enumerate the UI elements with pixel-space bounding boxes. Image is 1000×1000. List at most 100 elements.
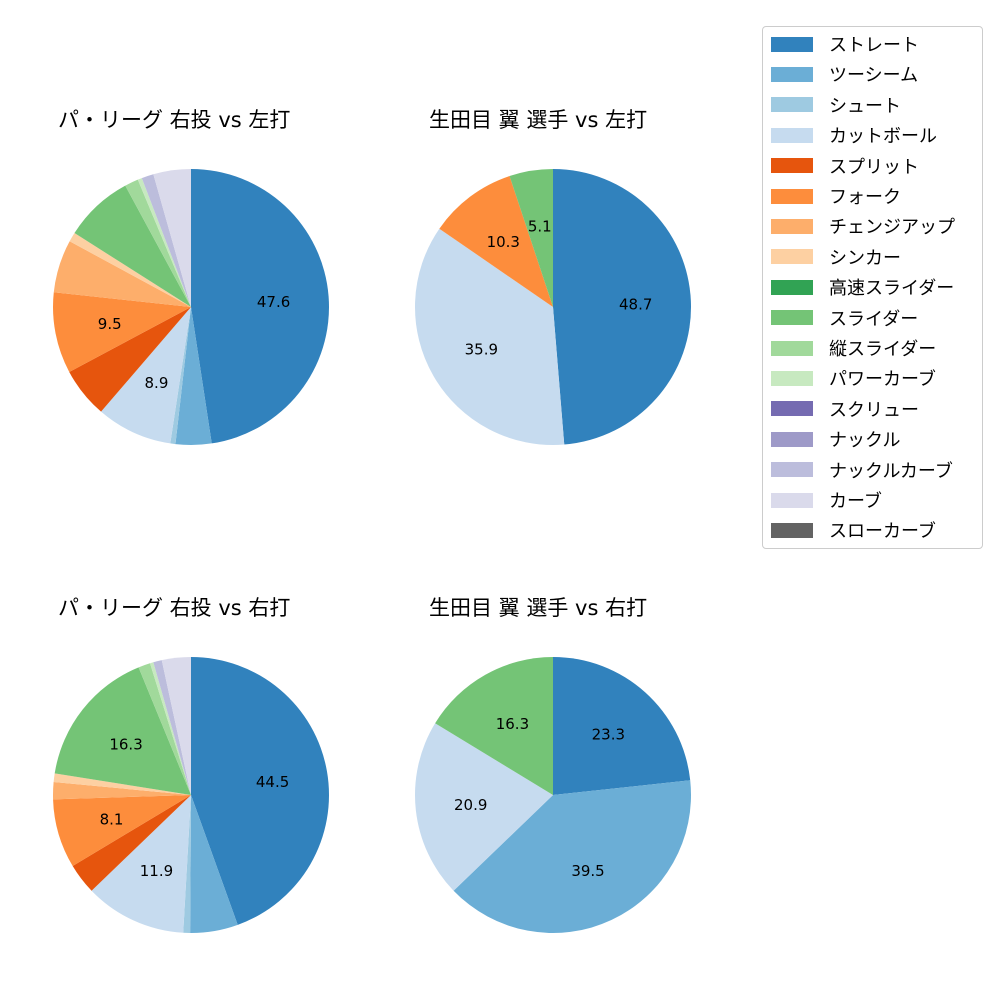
legend-label: ナックル <box>829 430 901 452</box>
pie-slice <box>191 169 329 444</box>
legend-label: シュート <box>829 95 901 117</box>
legend-item: カーブ <box>771 490 882 512</box>
legend-item: ストレート <box>771 34 919 56</box>
slice-value-label: 5.1 <box>528 217 552 235</box>
legend-swatch <box>771 279 813 295</box>
legend-label: 縦スライダー <box>829 339 937 360</box>
legend-item: スライダー <box>771 308 919 330</box>
legend-item: パワーカーブ <box>771 368 936 391</box>
legend-item: カットボール <box>771 125 937 148</box>
slice-value-label: 48.7 <box>619 296 652 314</box>
legend-label: スプリット <box>829 156 919 178</box>
pie-slice <box>415 228 565 445</box>
legend-item: スプリット <box>771 156 919 178</box>
legend-swatch <box>771 310 813 326</box>
pie-slice <box>439 176 553 307</box>
pie-slice <box>137 178 191 307</box>
chart-title-player-vs-left: 生田目 翼 選手 vs 左打 <box>429 108 648 132</box>
pie-slice <box>141 174 191 307</box>
legend-swatch <box>771 218 813 234</box>
legend-label: シンカー <box>829 247 901 269</box>
legend-label: スライダー <box>829 308 919 330</box>
legend-swatch <box>771 97 813 113</box>
pie-slice <box>53 782 192 800</box>
slice-value-label: 47.6 <box>257 293 290 311</box>
slice-value-label: 16.3 <box>496 715 529 733</box>
legend-item: ナックル <box>771 429 901 452</box>
legend-label: カーブ <box>829 491 882 512</box>
pie-slice <box>553 169 692 445</box>
pie-slice <box>153 660 191 795</box>
legend-swatch <box>771 401 813 417</box>
pie-slice <box>69 233 191 307</box>
legend-item: シンカー <box>771 247 901 269</box>
pie-slice <box>52 292 191 372</box>
legend-label: パワーカーブ <box>829 369 936 391</box>
pie-slice <box>453 780 691 934</box>
slice-value-label: 8.9 <box>145 374 169 392</box>
pie-slice <box>175 307 212 445</box>
pie-slice <box>414 723 553 891</box>
legend-swatch <box>771 188 813 204</box>
chart-title-league-vs-right: パ・リーグ 右投 vs 右打 <box>58 596 291 620</box>
slice-value-label: 44.5 <box>256 773 289 791</box>
legend-swatch <box>771 340 813 356</box>
pie-slice <box>183 795 191 933</box>
legend-label: 高速スライダー <box>829 278 955 300</box>
chart-title-player-vs-right: 生田目 翼 選手 vs 右打 <box>429 596 648 620</box>
legend-swatch <box>771 66 813 82</box>
legend: ストレートツーシームシュートカットボール スプリットフォークチェンジアップ シンカー… <box>762 26 983 549</box>
legend-item: フォーク <box>771 186 901 208</box>
slice-value-label: 35.9 <box>465 340 498 358</box>
pie-slice <box>170 307 191 445</box>
slice-value-label: 20.9 <box>454 796 487 814</box>
legend-swatch <box>771 127 813 143</box>
pie-slice <box>191 657 330 925</box>
pie-slice <box>553 657 691 795</box>
legend-item: ツーシーム <box>771 64 918 86</box>
legend-swatch <box>771 522 813 538</box>
legend-label: スクリュー <box>829 399 919 421</box>
legend-swatch <box>771 462 813 478</box>
legend-item: スクリュー <box>771 399 919 421</box>
legend-label: スローカーブ <box>829 521 936 543</box>
legend-label: カットボール <box>829 126 937 148</box>
slice-value-label: 8.1 <box>100 810 124 828</box>
slice-value-label: 11.9 <box>140 862 173 880</box>
slice-value-label: 10.3 <box>487 233 520 251</box>
pie-slice <box>74 185 191 307</box>
pie-slice <box>72 795 191 891</box>
pie-slice <box>138 663 191 795</box>
slice-value-label: 39.5 <box>571 862 604 880</box>
pie-slice <box>125 179 191 307</box>
pie-slice <box>91 795 191 933</box>
slice-value-label: 23.3 <box>592 725 625 743</box>
pie-slice <box>101 307 191 444</box>
chart-title-league-vs-left: パ・リーグ 右投 vs 左打 <box>58 108 291 132</box>
slice-value-label: 16.3 <box>109 736 142 754</box>
pie-slice <box>190 795 238 933</box>
legend-item: シュート <box>771 95 901 117</box>
legend-item: 高速スライダー <box>771 277 955 300</box>
legend-label: ストレート <box>829 35 919 56</box>
slice-value-label: 9.5 <box>98 315 122 333</box>
legend-item: スローカーブ <box>771 520 936 543</box>
legend-swatch <box>771 492 813 508</box>
pie-slice <box>69 307 191 412</box>
legend-swatch <box>771 249 813 265</box>
pie-slice <box>153 169 191 307</box>
pie-slice <box>150 662 191 795</box>
pie-slice <box>53 773 191 795</box>
legend-swatch <box>771 158 813 174</box>
pie-slice <box>54 667 192 795</box>
legend-label: チェンジアップ <box>829 217 955 239</box>
legend-swatch <box>771 370 813 386</box>
legend-swatch <box>771 36 813 52</box>
legend-item: ナックルカーブ <box>771 460 953 482</box>
legend-label: ナックルカーブ <box>829 460 953 482</box>
legend-item: 縦スライダー <box>771 338 937 360</box>
